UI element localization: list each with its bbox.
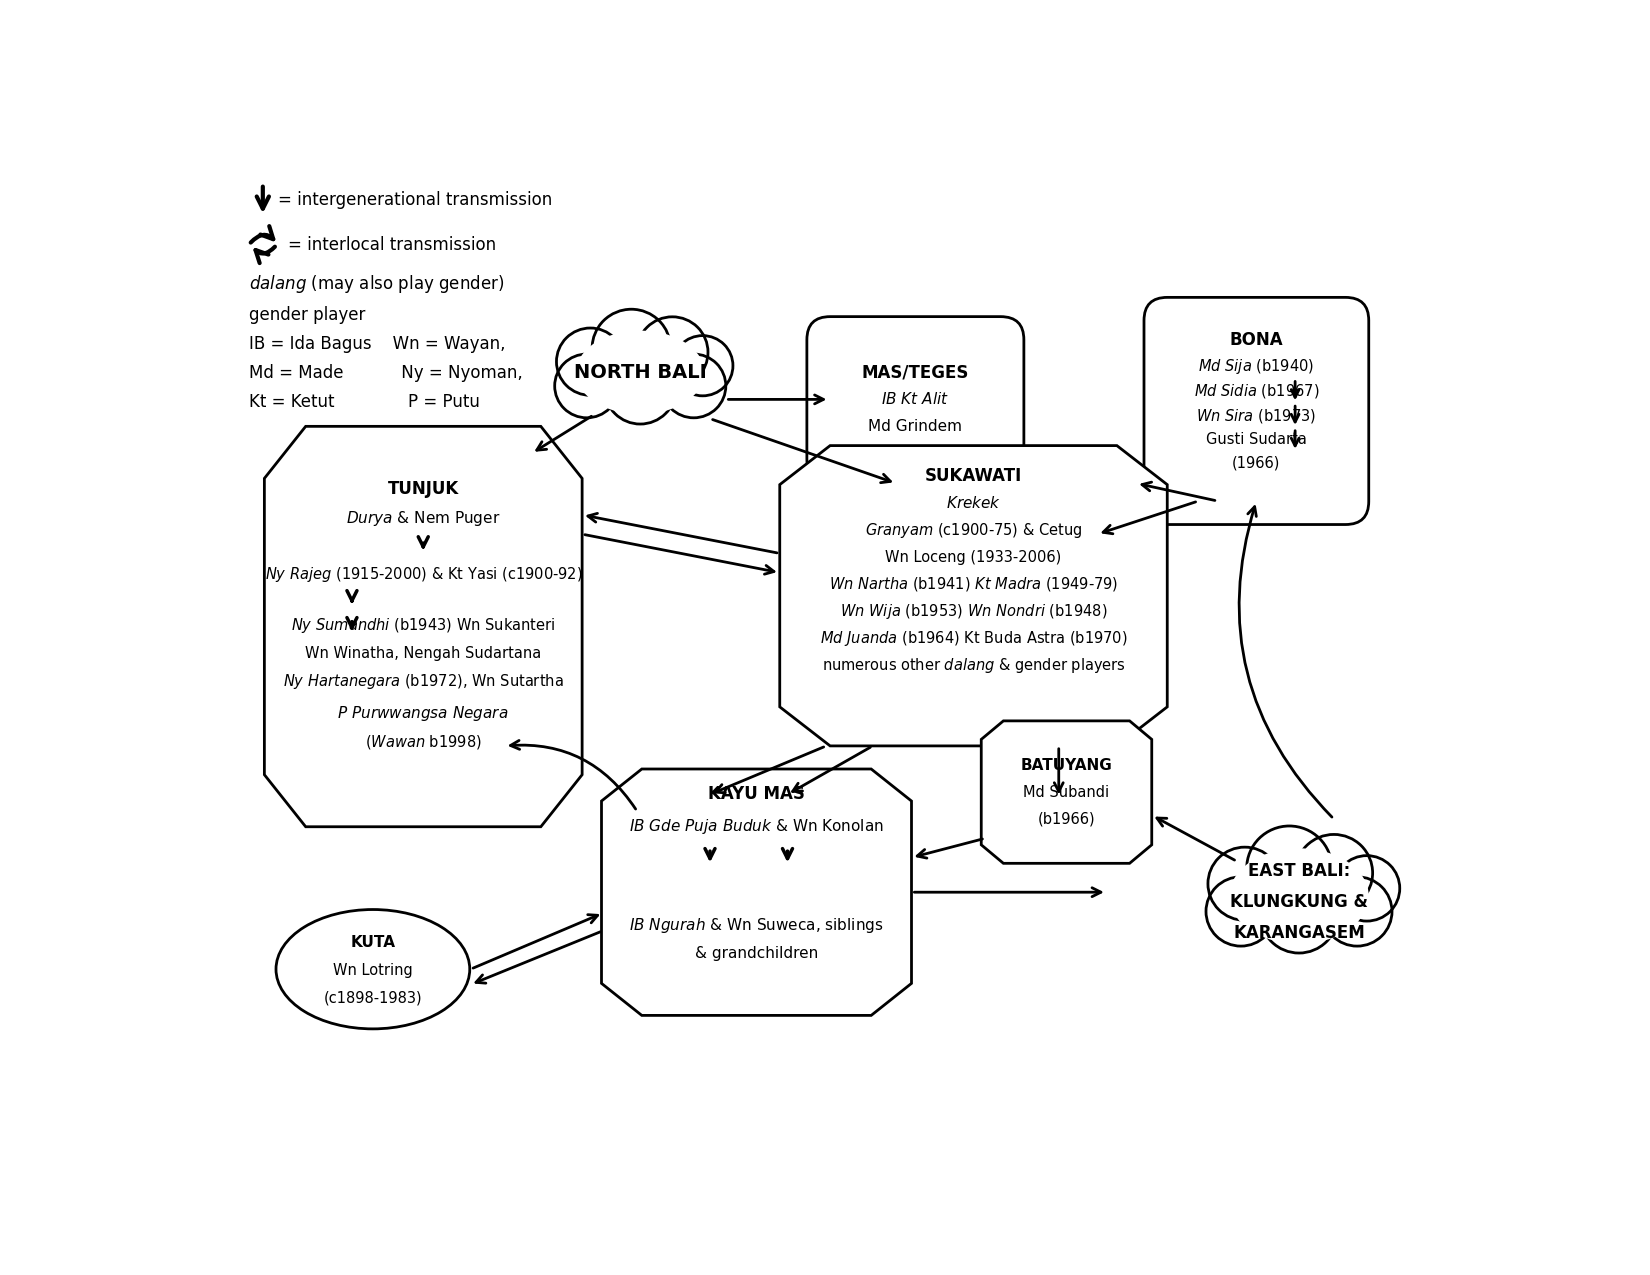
Text: (c1898-1983): (c1898-1983): [323, 991, 422, 1005]
Text: gender player: gender player: [249, 306, 365, 324]
Text: TUNJUK: TUNJUK: [388, 481, 459, 499]
Text: BONA: BONA: [1229, 332, 1284, 349]
Text: MAS/TEGES: MAS/TEGES: [861, 363, 969, 381]
Circle shape: [1261, 876, 1338, 952]
Text: $\it{Durya}$ & Nem Puger: $\it{Durya}$ & Nem Puger: [346, 509, 500, 528]
Polygon shape: [982, 720, 1152, 863]
Circle shape: [1206, 877, 1275, 946]
Text: IB = Ida Bagus    Wn = Wayan,: IB = Ida Bagus Wn = Wayan,: [249, 335, 505, 353]
Text: $\it{Krekek}$: $\it{Krekek}$: [945, 496, 1002, 511]
Circle shape: [672, 335, 733, 395]
Text: (b1966): (b1966): [1038, 812, 1096, 826]
Circle shape: [1333, 856, 1399, 921]
Text: SUKAWATI: SUKAWATI: [926, 467, 1021, 484]
Text: KUTA: KUTA: [350, 935, 396, 950]
Text: $\it{Md\ Juanda}$ (b1964) Kt Buda Astra (b1970): $\it{Md\ Juanda}$ (b1964) Kt Buda Astra …: [820, 629, 1127, 648]
Text: $\it{Ny\ Hartanegara}$ (b1972), Wn Sutartha: $\it{Ny\ Hartanegara}$ (b1972), Wn Sutar…: [282, 672, 564, 691]
Text: numerous other $\it{dalang}$ & gender players: numerous other $\it{dalang}$ & gender pl…: [822, 655, 1125, 674]
Text: & grandchildren: & grandchildren: [695, 946, 818, 961]
Text: (1966): (1966): [1233, 455, 1280, 470]
Text: $\it{Md\ Sidia}$ (b1967): $\it{Md\ Sidia}$ (b1967): [1193, 382, 1318, 400]
Text: Wn Winatha, Nengah Sudartana: Wn Winatha, Nengah Sudartana: [305, 646, 541, 660]
Circle shape: [1322, 877, 1393, 946]
Text: Gusti Sudarta: Gusti Sudarta: [1206, 432, 1307, 448]
Text: NORTH BALI: NORTH BALI: [574, 363, 706, 382]
Text: $\it{Granyam}$ (c1900-75) & Cetug: $\it{Granyam}$ (c1900-75) & Cetug: [865, 520, 1082, 539]
Circle shape: [1295, 834, 1373, 912]
Text: KAYU MAS: KAYU MAS: [708, 785, 805, 803]
Text: $\it{Ny\ Rajeg}$ (1915-2000) & Kt Yasi (c1900-92): $\it{Ny\ Rajeg}$ (1915-2000) & Kt Yasi (…: [264, 565, 582, 584]
Text: $\it{Md\ Sija}$ (b1940): $\it{Md\ Sija}$ (b1940): [1198, 357, 1315, 376]
Text: ($\it{Wawan}$ b1998): ($\it{Wawan}$ b1998): [365, 733, 482, 751]
Text: KARANGASEM: KARANGASEM: [1233, 924, 1365, 942]
Circle shape: [604, 353, 676, 425]
Text: $\it{Wn\ Sira}$ (b1973): $\it{Wn\ Sira}$ (b1973): [1196, 407, 1317, 425]
Circle shape: [662, 354, 726, 418]
Text: Kt = Ketut              P = Putu: Kt = Ketut P = Putu: [249, 394, 480, 412]
Ellipse shape: [1229, 848, 1370, 944]
FancyBboxPatch shape: [1143, 297, 1369, 524]
Circle shape: [1208, 847, 1282, 921]
Circle shape: [556, 328, 624, 395]
Text: Md Subandi: Md Subandi: [1023, 784, 1109, 799]
Ellipse shape: [576, 330, 705, 414]
Text: = interlocal transmission: = interlocal transmission: [287, 236, 495, 254]
Circle shape: [1247, 826, 1332, 910]
Text: $\it{Ny\ Sumandhi}$ (b1943) Wn Sukanteri: $\it{Ny\ Sumandhi}$ (b1943) Wn Sukanteri: [290, 616, 556, 635]
Text: $\it{Wn\ Wija}$ (b1953) $\it{Wn\ Nondri}$ (b1948): $\it{Wn\ Wija}$ (b1953) $\it{Wn\ Nondri}…: [840, 602, 1107, 621]
Text: Md = Made           Ny = Nyoman,: Md = Made Ny = Nyoman,: [249, 365, 523, 382]
Text: $\it{Wn\ Nartha}$ (b1941) $\it{Kt\ Madra}$ (1949-79): $\it{Wn\ Nartha}$ (b1941) $\it{Kt\ Madra…: [828, 575, 1119, 593]
Ellipse shape: [276, 909, 470, 1029]
Text: Wn Loceng (1933-2006): Wn Loceng (1933-2006): [886, 550, 1061, 565]
Text: KLUNGKUNG &: KLUNGKUNG &: [1229, 894, 1368, 912]
Text: $\it{IB\ Ngurah}$ & Wn Suweca, siblings: $\it{IB\ Ngurah}$ & Wn Suweca, siblings: [629, 915, 884, 935]
Text: Wn Lotring: Wn Lotring: [333, 963, 412, 978]
Text: $\mathbf{\it{P\ Purwwangsa\ Negara}}$: $\mathbf{\it{P\ Purwwangsa\ Negara}}$: [338, 704, 510, 723]
Text: $\it{IB\ Gde\ Puja\ Buduk}$ & Wn Konolan: $\it{IB\ Gde\ Puja\ Buduk}$ & Wn Konolan: [629, 817, 884, 836]
Polygon shape: [264, 426, 582, 826]
Text: EAST BALI:: EAST BALI:: [1247, 862, 1350, 881]
Text: $\it{IB\ Kt\ Alit}$: $\it{IB\ Kt\ Alit}$: [881, 391, 949, 408]
Circle shape: [592, 310, 670, 388]
Circle shape: [554, 354, 619, 418]
Text: BATUYANG: BATUYANG: [1021, 757, 1112, 773]
Text: $\it{dalang}$ (may also play gender): $\it{dalang}$ (may also play gender): [249, 273, 505, 295]
Polygon shape: [780, 445, 1167, 746]
Text: = intergenerational transmission: = intergenerational transmission: [279, 191, 553, 209]
FancyBboxPatch shape: [807, 316, 1025, 482]
Circle shape: [637, 316, 708, 388]
Text: Md Grindem: Md Grindem: [868, 419, 962, 434]
Polygon shape: [602, 769, 911, 1015]
